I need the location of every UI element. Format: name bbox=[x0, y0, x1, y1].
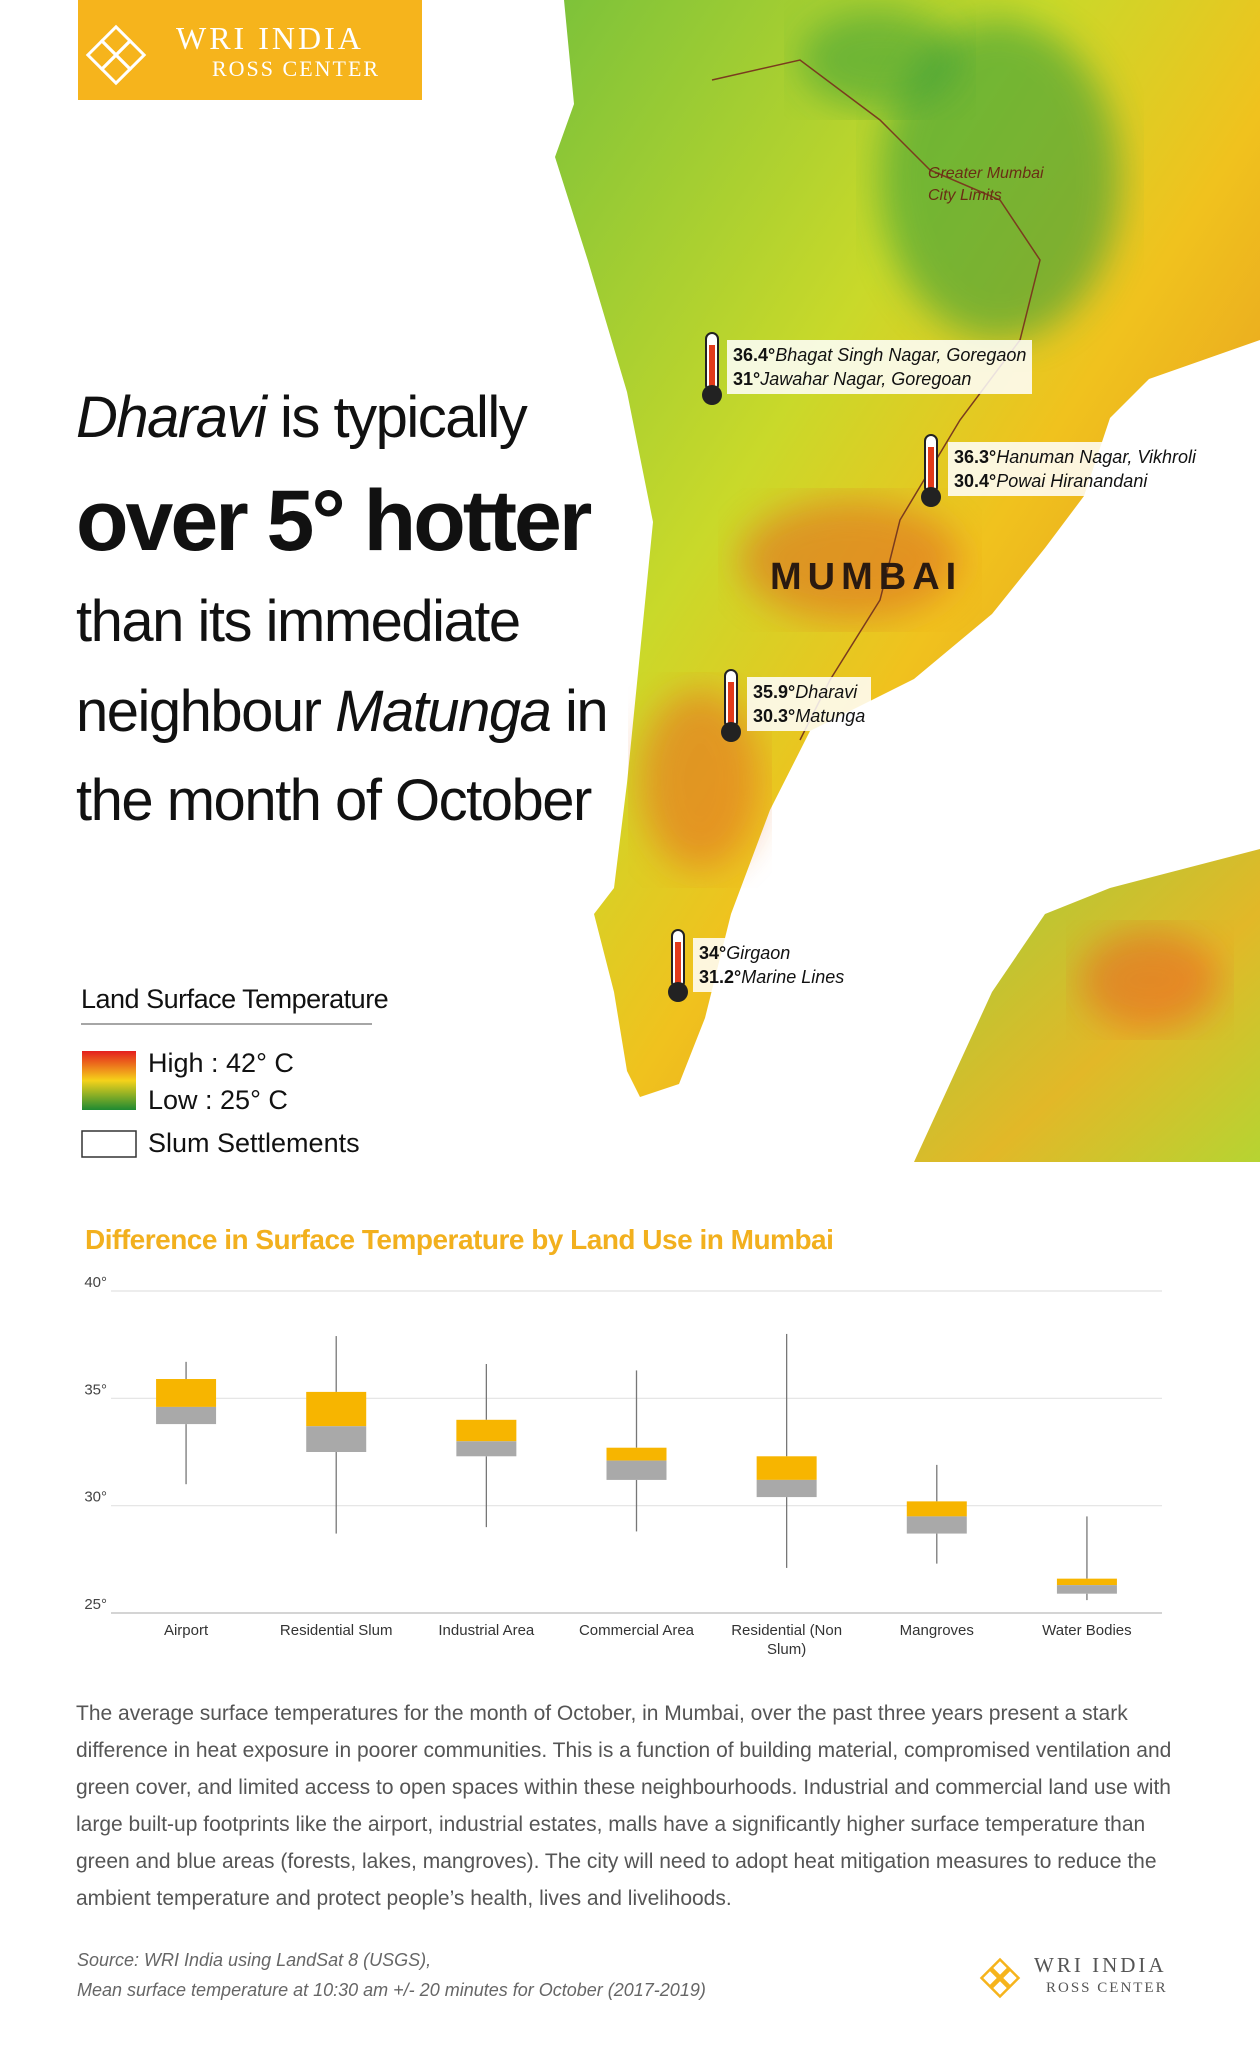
temp-value: 30.3° bbox=[753, 706, 796, 726]
box-lower bbox=[756, 1479, 817, 1498]
logo-name: WRI INDIA bbox=[176, 20, 364, 56]
map-hotspot bbox=[640, 690, 760, 870]
box-upper bbox=[606, 1447, 667, 1461]
thermometer-fill bbox=[675, 942, 681, 988]
temp-place: Bhagat Singh Nagar, Goregaon bbox=[775, 345, 1027, 365]
temp-place: Matunga bbox=[795, 706, 866, 726]
headline-text: is typically bbox=[265, 385, 528, 450]
thermometer-bulb bbox=[668, 982, 688, 1002]
headline-line: the month of October bbox=[76, 768, 592, 833]
temp-place: Dharavi bbox=[795, 682, 858, 702]
thermometers bbox=[668, 332, 941, 1002]
legend-low: Low : 25° C bbox=[148, 1085, 288, 1115]
box-lower bbox=[1056, 1585, 1117, 1594]
x-tick-label: Industrial Area bbox=[438, 1622, 535, 1639]
temp-place: Powai Hiranandani bbox=[996, 471, 1148, 491]
map-forest bbox=[880, 20, 1120, 340]
x-tick-label: Water Bodies bbox=[1042, 1622, 1132, 1639]
logo-sub: ROSS CENTER bbox=[212, 56, 381, 81]
lst-swatch bbox=[82, 1051, 136, 1110]
temp-value: 36.3° bbox=[954, 447, 997, 467]
logo-icon bbox=[85, 24, 147, 86]
box-upper bbox=[306, 1391, 367, 1427]
headline-italic: Matunga bbox=[335, 679, 552, 744]
limits-label: Greater Mumbai City Limits bbox=[928, 165, 1044, 204]
headline-text: in bbox=[550, 679, 609, 744]
temp-place: Jawahar Nagar, Goregoan bbox=[760, 369, 972, 389]
x-tick-label: Residential (Non Slum) bbox=[731, 1622, 843, 1658]
y-tick-label: 30° bbox=[84, 1489, 107, 1506]
legend-high: High : 42° C bbox=[148, 1048, 294, 1078]
x-tick-label: Mangroves bbox=[899, 1622, 974, 1639]
logo-sub: ROSS CENTER bbox=[1046, 1980, 1168, 1996]
headline-text: neighbour bbox=[76, 679, 336, 744]
thermometer-bulb bbox=[702, 385, 722, 405]
temp-value: 35.9° bbox=[753, 682, 796, 702]
logo-icon-small bbox=[979, 1957, 1021, 1999]
headline-line: than its immediate bbox=[76, 589, 521, 654]
headline-line: Dharavi is typically bbox=[76, 384, 528, 451]
temp-value: 31.2° bbox=[699, 967, 742, 987]
source: Mean surface temperature at 10:30 am +/-… bbox=[77, 1980, 706, 2000]
temp-annotation: 36.4°Bhagat Singh Nagar, Goregaon 31°Jawa… bbox=[727, 340, 1033, 394]
box-chart: 25° 30° 35° 40° bbox=[84, 1274, 1162, 1614]
logo-mark bbox=[78, 0, 1021, 1999]
temp-annotation: 36.3°Hanuman Nagar, Vikhroli 30.4°Powai H… bbox=[948, 442, 1203, 496]
legend-swatches bbox=[81, 1023, 372, 1158]
logo-box bbox=[78, 0, 422, 100]
temp-value: 34° bbox=[699, 943, 727, 963]
source: Source: WRI India using LandSat 8 (USGS)… bbox=[77, 1950, 432, 1970]
temp-place: Girgaon bbox=[726, 943, 791, 963]
slum-swatch bbox=[81, 1130, 137, 1158]
temp-value: 31° bbox=[733, 369, 761, 389]
headline-line: neighbour Matunga in bbox=[76, 678, 609, 745]
thermometer-fill bbox=[728, 682, 734, 728]
temp-place: Marine Lines bbox=[741, 967, 845, 987]
box-upper bbox=[456, 1419, 517, 1442]
temp-annotation: 34°Girgaon 31.2°Marine Lines bbox=[693, 938, 851, 992]
map-hotspot bbox=[1080, 930, 1220, 1030]
y-tick-label: 40° bbox=[84, 1274, 107, 1291]
map-hotspot bbox=[740, 500, 960, 620]
x-tick-label: Residential Slum bbox=[279, 1622, 393, 1639]
box-upper bbox=[1056, 1578, 1117, 1586]
map-forest bbox=[800, 10, 960, 110]
thermometer-bulb bbox=[921, 487, 941, 507]
y-tick-label: 25° bbox=[84, 1596, 107, 1613]
city-label: MUMBAI bbox=[770, 556, 963, 598]
x-tick-label: Commercial Area bbox=[578, 1622, 695, 1639]
legend-slum: Slum Settlements bbox=[148, 1128, 360, 1158]
temp-value: 30.4° bbox=[954, 471, 997, 491]
thermometer-fill bbox=[709, 345, 715, 391]
map-mainland bbox=[914, 849, 1260, 1162]
city-limits bbox=[711, 59, 1041, 741]
y-tick-label: 35° bbox=[84, 1381, 107, 1398]
headline-italic: Dharavi bbox=[76, 385, 267, 450]
temp-value: 36.4° bbox=[733, 345, 776, 365]
temp-place: Hanuman Nagar, Vikhroli bbox=[996, 447, 1197, 467]
temp-annotation: 35.9°Dharavi 30.3°Matunga bbox=[747, 677, 872, 731]
body-text: The average surface temperatures for the… bbox=[76, 1702, 1172, 1910]
box-lower bbox=[906, 1516, 967, 1534]
headline-emphasis: over 5° hotter bbox=[76, 473, 592, 569]
box-upper bbox=[906, 1501, 967, 1517]
x-tick-label: Airport bbox=[163, 1622, 209, 1639]
thermometer-fill bbox=[928, 447, 934, 493]
box-lower bbox=[606, 1460, 667, 1480]
box-upper bbox=[756, 1456, 817, 1480]
box-upper bbox=[156, 1379, 217, 1407]
thermometer-bulb bbox=[721, 722, 741, 742]
logo-name: WRI INDIA bbox=[1034, 1953, 1167, 1977]
box-lower bbox=[156, 1406, 217, 1425]
box-lower bbox=[456, 1441, 517, 1457]
legend-title: Land Surface Temperature bbox=[81, 984, 389, 1014]
box-lower bbox=[306, 1426, 367, 1452]
chart-title: Difference in Surface Temperature by Lan… bbox=[85, 1224, 834, 1255]
